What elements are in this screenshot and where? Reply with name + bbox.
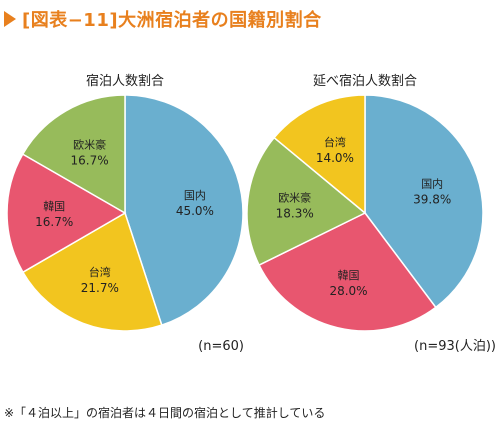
slice-label: 国内 bbox=[421, 177, 443, 191]
slice-value-label: 18.3% bbox=[276, 207, 314, 221]
slice-label: 欧米豪 bbox=[278, 191, 311, 205]
pie-slice bbox=[364, 94, 484, 309]
chart-title-stays: 宿泊人数割合 bbox=[86, 73, 164, 89]
slice-label: 欧米豪 bbox=[73, 138, 106, 152]
pie-slice bbox=[21, 94, 126, 215]
slice-value-label: 14.0% bbox=[316, 151, 354, 165]
figure-header: [図表−11]大洲宿泊者の国籍別割合 bbox=[4, 6, 322, 32]
slice-value-label: 28.0% bbox=[329, 284, 367, 298]
pie-slice bbox=[6, 153, 127, 274]
slice-label: 国内 bbox=[184, 188, 206, 202]
pie-charts: 宿泊人数割合 国内 45.0% 台湾 21.7% 韓国 16.7% 欧米豪 16.7% (n=… bbox=[6, 73, 496, 354]
triangle-marker-icon bbox=[4, 11, 16, 27]
slice-label: 韓国 bbox=[338, 269, 360, 282]
pie-slice bbox=[273, 94, 366, 215]
pie-chart-person-nights: 延べ宿泊人数割合 国内 39.8% 韓国 28.0% 欧米豪 18.3% 台湾 14.0% (… bbox=[246, 73, 496, 354]
slice-value-label: 39.8% bbox=[413, 193, 451, 207]
slice-value-label: 16.7% bbox=[35, 215, 73, 229]
pie-chart-stays: 宿泊人数割合 国内 45.0% 台湾 21.7% 韓国 16.7% 欧米豪 16.7% (n=… bbox=[6, 73, 244, 354]
chart-title-person-nights: 延べ宿泊人数割合 bbox=[313, 73, 417, 89]
slice-label: 韓国 bbox=[43, 200, 65, 213]
slice-label: 台湾 bbox=[324, 135, 346, 149]
slice-value-label: 45.0% bbox=[176, 204, 214, 218]
slice-label: 台湾 bbox=[89, 265, 111, 279]
sample-size-note-stays: (n=60) bbox=[198, 339, 244, 354]
slice-value-label: 21.7% bbox=[81, 281, 119, 295]
pie-slice bbox=[246, 136, 367, 267]
sample-size-note-person-nights: (n=93(人泊)) bbox=[414, 339, 496, 354]
figure-title: [図表−11]大洲宿泊者の国籍別割合 bbox=[22, 10, 322, 31]
pie-slice bbox=[124, 94, 244, 327]
pie-slice bbox=[21, 211, 163, 332]
slice-value-label: 16.7% bbox=[71, 154, 109, 168]
pie-slice bbox=[258, 212, 437, 332]
footnote: ※「４泊以上」の宿泊者は４日間の宿泊として推計している bbox=[4, 406, 326, 420]
